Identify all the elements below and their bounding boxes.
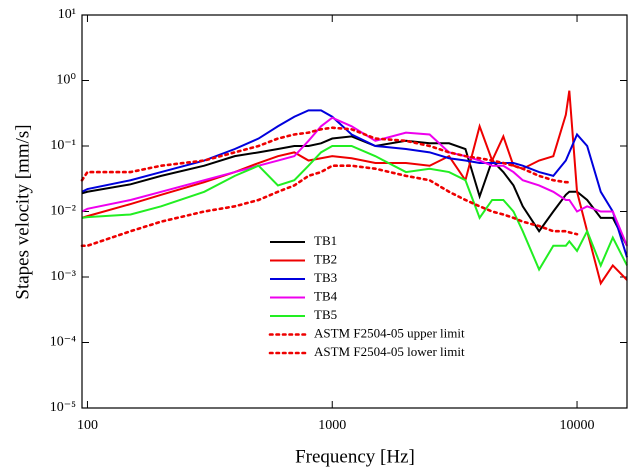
y-tick-label: 10⁻⁴ [50, 335, 76, 350]
series-line [81, 145, 628, 272]
series-line [80, 164, 579, 248]
series-line [81, 109, 628, 258]
y-tick-label: 10¹ [58, 7, 76, 22]
series-line [80, 126, 571, 184]
x-tick-label: 10000 [560, 418, 595, 433]
legend-label: ASTM F2504-05 lower limit [314, 344, 465, 359]
legend-label: TB4 [314, 288, 338, 303]
y-tick-label: 10⁰ [56, 73, 76, 88]
legend-label: ASTM F2504-05 upper limit [314, 325, 465, 340]
y-tick-label: 10⁻² [50, 204, 76, 219]
x-tick-label: 1000 [318, 418, 346, 433]
legend-label: TB1 [314, 233, 337, 248]
y-axis-title: Stapes velocity [mm/s] [12, 124, 33, 299]
legend-label: TB2 [314, 251, 337, 266]
y-tick-label: 10⁻³ [50, 269, 76, 284]
series-line [81, 90, 628, 286]
y-tick-label: 10⁻¹ [50, 138, 76, 153]
legend-label: TB5 [314, 307, 337, 322]
plot-frame [81, 14, 628, 409]
legend-label: TB3 [314, 270, 337, 285]
x-tick-label: 100 [77, 418, 98, 433]
series-line [81, 116, 628, 247]
y-tick-label: 10⁻⁵ [50, 400, 76, 415]
x-axis-title: Frequency [Hz] [295, 446, 415, 467]
